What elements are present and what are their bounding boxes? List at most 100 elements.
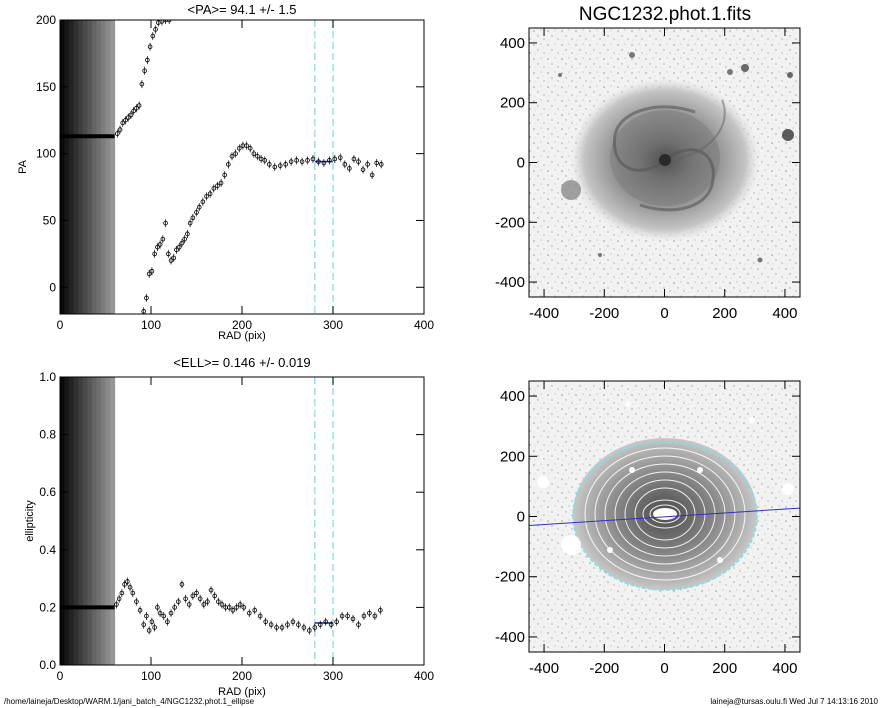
ell-point — [279, 625, 285, 630]
galaxy-image — [529, 28, 800, 297]
pa-point — [374, 160, 379, 166]
ell-point — [296, 622, 301, 627]
pa-point — [262, 158, 268, 163]
pa-point — [347, 166, 352, 171]
pa-point — [141, 309, 147, 314]
image2-y-axis: -400 -200 0 200 400 — [495, 388, 800, 646]
pa-point — [360, 167, 366, 172]
pa-point — [153, 27, 158, 32]
image-x-axis: -400 -200 0 200 400 — [529, 28, 797, 322]
pa-saturated-strip — [69, 20, 75, 314]
pa-point — [146, 271, 152, 277]
img2-y-tick-label: 0 — [517, 509, 525, 526]
ell-point — [141, 622, 147, 627]
pa-x-tick-label: 200 — [232, 318, 252, 332]
pa-point — [185, 231, 190, 237]
pa-point — [155, 244, 160, 250]
img1-x-tick-label: 0 — [660, 305, 668, 322]
pa-point — [187, 220, 193, 226]
pa-point — [174, 247, 179, 253]
ell-point — [119, 590, 125, 596]
img2-y-tick-label: 400 — [500, 388, 525, 405]
ell-point — [367, 610, 372, 616]
ell-point — [290, 619, 296, 625]
ell-x-axis: 0 100 200 300 400 — [57, 377, 434, 683]
ell-point — [219, 602, 225, 607]
pa-x-label: RAD (pix) — [218, 330, 266, 342]
pa-point — [128, 112, 134, 118]
ell-point — [230, 607, 236, 613]
ell-saturated-strip — [82, 377, 88, 665]
ell-saturated-strip — [78, 377, 84, 665]
pa-point — [179, 240, 185, 246]
ell-point — [274, 625, 279, 630]
pa-point — [251, 151, 257, 156]
ell-y-label: ellipticity — [24, 500, 36, 542]
pa-point — [134, 105, 139, 111]
ell-point — [226, 605, 232, 610]
ell-x-tick-label: 0 — [57, 669, 64, 683]
pa-panel: <PA>= 94.1 +/- 1.5 0 100 200 300 400 0 50 100 1… — [17, 2, 434, 342]
pa-saturated-strip — [96, 20, 102, 314]
ell-saturated-strip — [73, 377, 79, 665]
pa-point — [316, 159, 321, 164]
pa-point — [163, 220, 168, 226]
pa-saturated-strip — [82, 20, 88, 314]
pa-point — [142, 68, 147, 74]
ell-saturated-strip — [87, 377, 93, 665]
pa-y-tick-label: 100 — [36, 147, 56, 161]
pa-point — [351, 156, 357, 162]
pa-point — [131, 108, 137, 114]
ell-point — [241, 605, 247, 610]
ell-data-points — [114, 577, 383, 635]
ell-saturated-strip — [60, 377, 66, 665]
ell-point — [125, 579, 130, 584]
pa-point — [176, 244, 182, 250]
ell-point — [186, 602, 192, 607]
pa-y-tick-label: 50 — [43, 213, 57, 227]
pa-point — [299, 159, 305, 164]
ell-saturated-strip — [69, 377, 75, 665]
ell-point — [194, 590, 199, 596]
ell-y-tick-label: 0.6 — [39, 485, 56, 499]
pa-point — [305, 158, 310, 163]
ell-point — [307, 628, 312, 633]
img1-x-tick-label: -400 — [529, 305, 559, 322]
pa-point — [196, 204, 202, 210]
ell-point — [176, 599, 181, 604]
pa-x-tick-label: 100 — [141, 318, 161, 332]
ell-point — [149, 619, 155, 625]
ell-x-label: RAD (pix) — [218, 686, 266, 698]
pa-saturated-region — [60, 20, 116, 314]
ell-point — [144, 613, 149, 619]
ell-point — [361, 613, 367, 619]
pa-saturated-strip — [78, 20, 84, 314]
pa-point — [356, 159, 361, 164]
ell-point — [134, 599, 139, 604]
ell-y-tick-label: 0.2 — [39, 600, 56, 614]
ell-point — [183, 596, 188, 602]
ell-point — [208, 587, 214, 593]
ell-point — [146, 628, 152, 633]
ell-point — [356, 622, 361, 627]
pa-point — [294, 158, 299, 163]
pa-point — [369, 172, 375, 178]
pa-point — [222, 172, 228, 178]
ell-point — [339, 613, 345, 619]
ell-point — [263, 619, 268, 625]
ell-point — [155, 605, 160, 610]
ell-point — [137, 607, 143, 613]
img2-x-tick-label: 0 — [660, 660, 668, 677]
img2-y-tick-label: -200 — [495, 569, 525, 586]
pa-point — [150, 33, 156, 39]
ell-point — [165, 619, 170, 625]
pa-y-label: PA — [17, 159, 29, 174]
pa-point — [115, 131, 120, 136]
pa-y-tick-label: 0 — [49, 280, 56, 294]
ell-point — [234, 605, 239, 610]
pa-saturated-strip — [87, 20, 93, 314]
pa-saturated-strip — [64, 20, 70, 314]
pa-point — [171, 255, 177, 261]
img1-y-tick-label: -200 — [495, 214, 525, 231]
pa-radius-limits — [314, 20, 334, 314]
